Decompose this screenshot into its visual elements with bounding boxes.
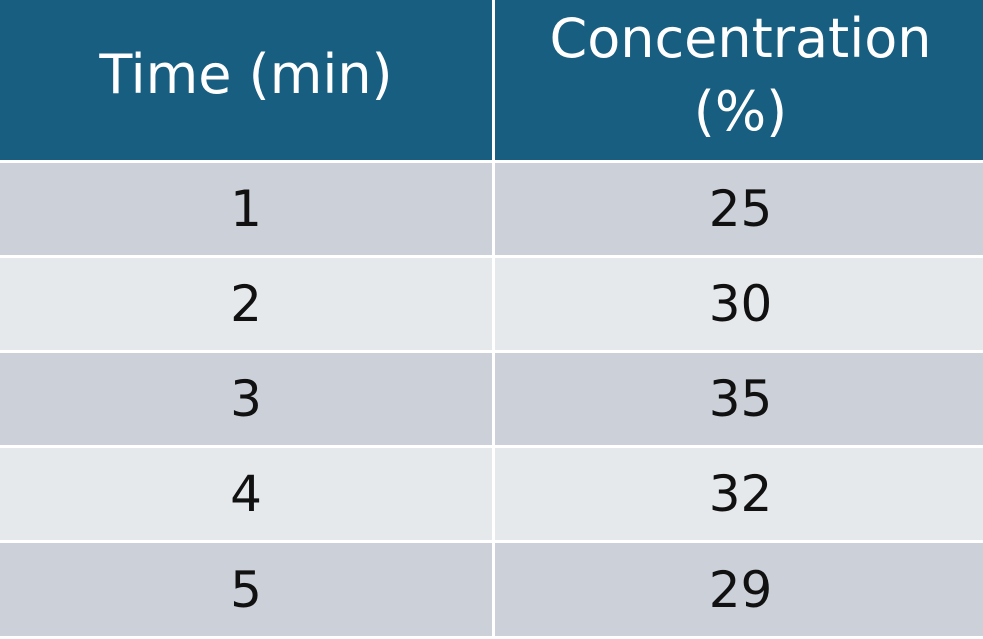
cell-time-2: 2 <box>0 258 492 350</box>
cell-concentration-3: 35 <box>495 353 983 445</box>
cell-time-4: 4 <box>0 448 492 540</box>
header-time: Time (min) <box>0 0 492 160</box>
cell-concentration-1: 25 <box>495 163 983 255</box>
cell-concentration-4: 32 <box>495 448 983 540</box>
cell-concentration-5: 29 <box>495 543 983 636</box>
cell-time-1: 1 <box>0 163 492 255</box>
cell-time-3: 3 <box>0 353 492 445</box>
cell-concentration-2: 30 <box>495 258 983 350</box>
cell-time-5: 5 <box>0 543 492 636</box>
header-concentration: Concentration (%) <box>495 0 983 160</box>
